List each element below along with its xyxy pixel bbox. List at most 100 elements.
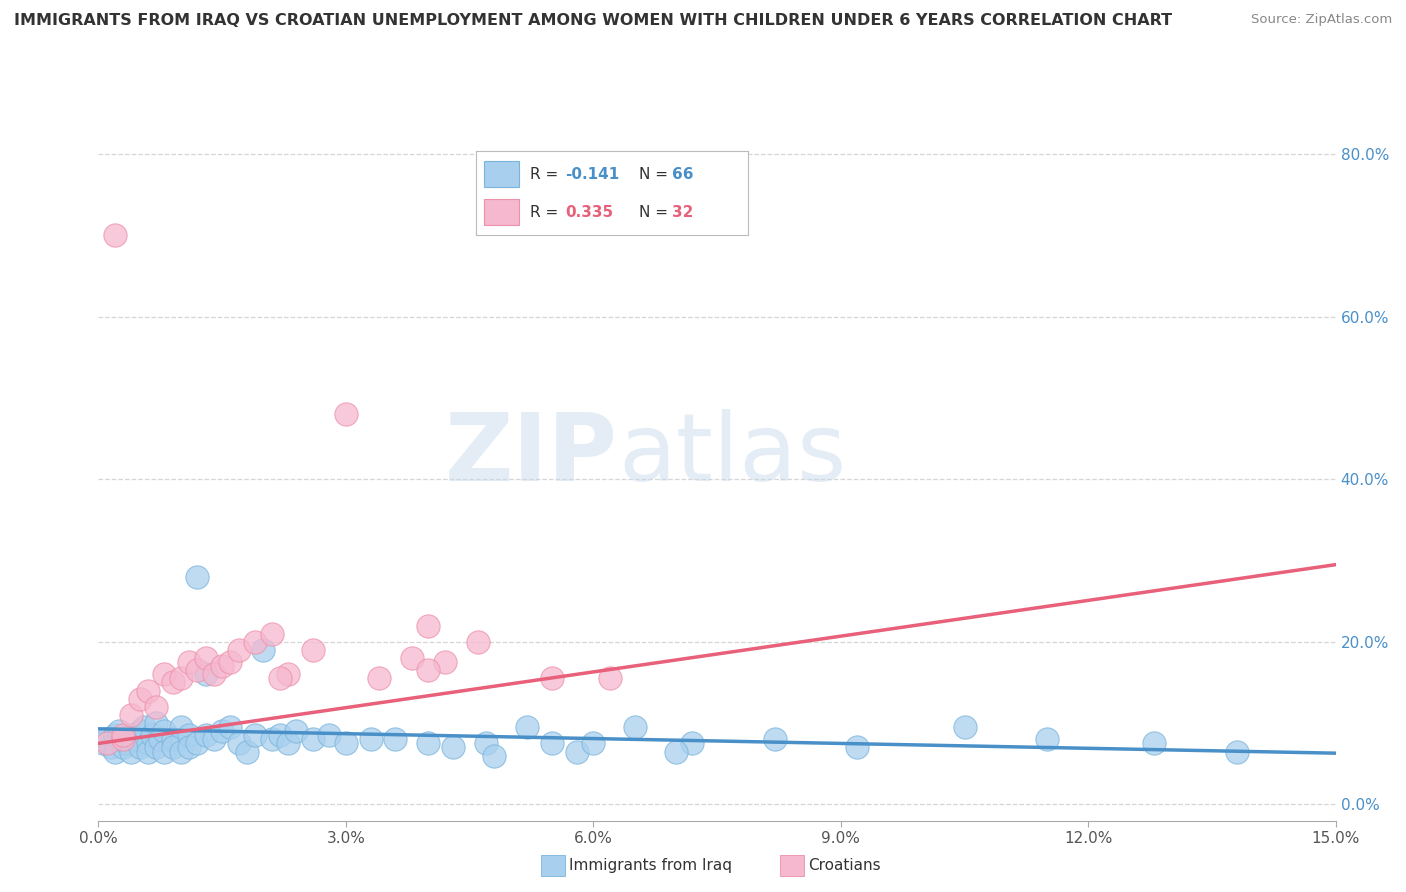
Point	[277, 667, 299, 681]
Point	[153, 724, 176, 739]
Point	[401, 651, 423, 665]
Point	[243, 635, 266, 649]
Point	[599, 672, 621, 686]
Point	[418, 736, 440, 750]
Point	[186, 736, 208, 750]
Text: R =: R =	[530, 167, 564, 182]
Point	[260, 626, 283, 640]
Text: 66: 66	[672, 167, 693, 182]
Point	[128, 740, 150, 755]
Text: 32: 32	[672, 205, 693, 220]
Point	[384, 732, 406, 747]
Point	[136, 736, 159, 750]
Point	[252, 643, 274, 657]
Point	[846, 740, 869, 755]
Point	[260, 732, 283, 747]
Point	[112, 732, 135, 747]
Text: atlas: atlas	[619, 409, 846, 501]
Point	[128, 724, 150, 739]
Point	[953, 720, 976, 734]
Point	[219, 720, 242, 734]
Point	[120, 745, 142, 759]
Point	[153, 745, 176, 759]
Point	[219, 655, 242, 669]
Point	[145, 740, 167, 755]
Point	[484, 748, 506, 763]
Point	[104, 745, 127, 759]
Text: ZIP: ZIP	[446, 409, 619, 501]
Point	[186, 570, 208, 584]
Point	[335, 407, 357, 421]
Point	[211, 659, 233, 673]
Text: N =: N =	[640, 205, 673, 220]
Point	[120, 708, 142, 723]
Point	[441, 740, 464, 755]
Point	[145, 716, 167, 731]
Point	[1143, 736, 1166, 750]
Point	[108, 724, 131, 739]
Bar	[484, 161, 519, 186]
Text: N =: N =	[640, 167, 673, 182]
Point	[236, 745, 259, 759]
Text: R =: R =	[530, 205, 564, 220]
Point	[228, 736, 250, 750]
Point	[1036, 732, 1059, 747]
Point	[117, 736, 139, 750]
Point	[277, 736, 299, 750]
Point	[124, 732, 146, 747]
Point	[433, 655, 456, 669]
Point	[1226, 745, 1249, 759]
Text: 0.335: 0.335	[565, 205, 614, 220]
Point	[335, 736, 357, 750]
Point	[516, 720, 538, 734]
Point	[104, 228, 127, 243]
Text: IMMIGRANTS FROM IRAQ VS CROATIAN UNEMPLOYMENT AMONG WOMEN WITH CHILDREN UNDER 6 : IMMIGRANTS FROM IRAQ VS CROATIAN UNEMPLO…	[14, 13, 1173, 29]
Point	[96, 736, 118, 750]
Point	[153, 667, 176, 681]
Point	[194, 667, 217, 681]
Bar	[484, 199, 519, 225]
Point	[228, 643, 250, 657]
Point	[194, 651, 217, 665]
Point	[763, 732, 786, 747]
Point	[623, 720, 645, 734]
Point	[96, 732, 118, 747]
Point	[149, 732, 172, 747]
Point	[475, 736, 498, 750]
Text: Immigrants from Iraq: Immigrants from Iraq	[569, 858, 733, 872]
Point	[145, 699, 167, 714]
Point	[112, 740, 135, 755]
Point	[104, 728, 127, 742]
Point	[179, 740, 201, 755]
Point	[112, 732, 135, 747]
Point	[541, 672, 564, 686]
Point	[418, 618, 440, 632]
Point	[141, 728, 163, 742]
Point	[120, 728, 142, 742]
Point	[179, 728, 201, 742]
Point	[112, 728, 135, 742]
Point	[285, 724, 308, 739]
Point	[132, 720, 155, 734]
Point	[202, 667, 225, 681]
Point	[100, 740, 122, 755]
Point	[243, 728, 266, 742]
Point	[541, 736, 564, 750]
Point	[467, 635, 489, 649]
Point	[269, 672, 291, 686]
Point	[302, 643, 325, 657]
Point	[194, 728, 217, 742]
Point	[136, 745, 159, 759]
Point	[162, 732, 184, 747]
Point	[418, 663, 440, 677]
Point	[162, 675, 184, 690]
Point	[565, 745, 588, 759]
Point	[128, 691, 150, 706]
Point	[360, 732, 382, 747]
Point	[91, 736, 114, 750]
Text: -0.141: -0.141	[565, 167, 620, 182]
Point	[367, 672, 389, 686]
Point	[302, 732, 325, 747]
Point	[681, 736, 703, 750]
Point	[179, 655, 201, 669]
